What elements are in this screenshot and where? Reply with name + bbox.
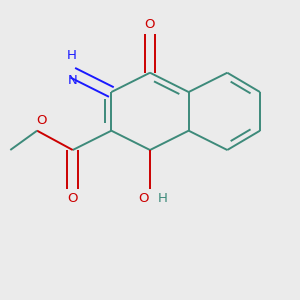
Text: O: O	[68, 192, 78, 205]
Text: N: N	[68, 74, 78, 87]
Text: H: H	[158, 192, 167, 205]
Text: O: O	[138, 192, 148, 205]
Text: H: H	[66, 49, 76, 62]
Text: O: O	[145, 17, 155, 31]
Text: O: O	[36, 114, 47, 127]
